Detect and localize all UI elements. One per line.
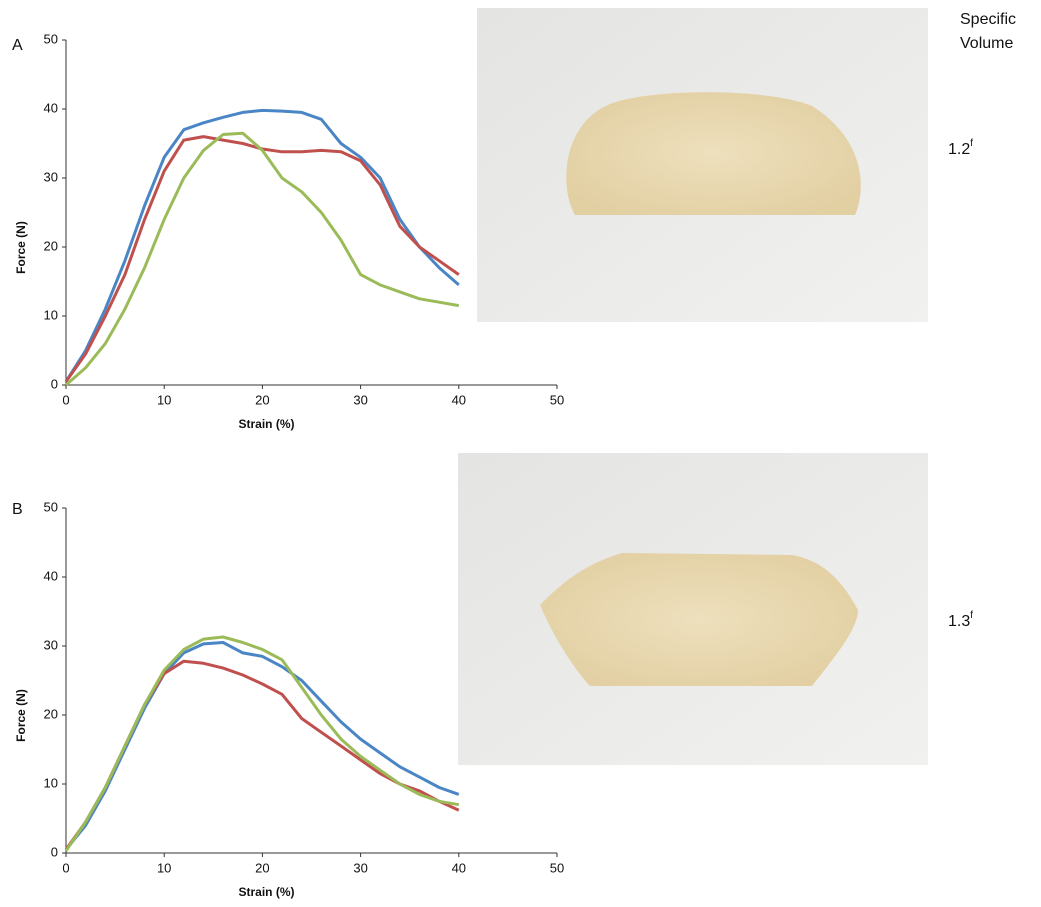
column-header: Specific xyxy=(960,11,1016,28)
data-line xyxy=(64,635,460,852)
x-tick-label: 10 xyxy=(157,392,171,407)
x-tick-label: 30 xyxy=(353,392,367,407)
data-line xyxy=(64,108,460,383)
data-line xyxy=(64,641,460,851)
photo-a xyxy=(477,8,928,322)
x-tick-label: 40 xyxy=(452,860,466,875)
y-tick-label: 0 xyxy=(51,376,58,391)
data-line xyxy=(65,131,460,387)
x-tick-label: 50 xyxy=(550,392,564,407)
specific-volume: 1.3f xyxy=(948,610,973,631)
y-axis-title: Force (N) xyxy=(14,689,28,742)
specific-volume-mark: f xyxy=(970,610,973,621)
x-axis-title: Strain (%) xyxy=(238,885,294,899)
y-tick-label: 30 xyxy=(44,169,58,184)
y-tick-label: 50 xyxy=(44,31,58,46)
x-tick-label: 20 xyxy=(255,392,269,407)
specific-volume-mark: f xyxy=(970,138,973,149)
y-axis-title: Force (N) xyxy=(14,221,28,274)
y-tick-label: 10 xyxy=(44,775,58,790)
x-tick-label: 10 xyxy=(157,860,171,875)
data-line xyxy=(64,659,460,851)
y-tick-label: 10 xyxy=(44,307,58,322)
x-axis-title: Strain (%) xyxy=(238,417,294,431)
photo-b xyxy=(458,453,928,765)
x-tick-label: 0 xyxy=(62,392,69,407)
specific-volume-value: 1.3 xyxy=(948,613,970,630)
x-tick-label: 50 xyxy=(550,860,564,875)
x-tick-label: 0 xyxy=(62,860,69,875)
y-tick-label: 40 xyxy=(44,568,58,583)
y-tick-label: 40 xyxy=(44,100,58,115)
x-tick-label: 20 xyxy=(255,860,269,875)
specific-volume: 1.2f xyxy=(948,138,973,159)
y-tick-label: 20 xyxy=(44,238,58,253)
y-tick-label: 30 xyxy=(44,637,58,652)
column-header: Volume xyxy=(960,35,1013,52)
y-tick-label: 50 xyxy=(44,499,58,514)
y-tick-label: 0 xyxy=(51,844,58,859)
panel-label: A xyxy=(12,37,23,54)
panel-label: B xyxy=(12,501,23,518)
y-tick-label: 20 xyxy=(44,706,58,721)
x-tick-label: 40 xyxy=(452,392,466,407)
x-tick-label: 30 xyxy=(353,860,367,875)
specific-volume-value: 1.2 xyxy=(948,141,970,158)
